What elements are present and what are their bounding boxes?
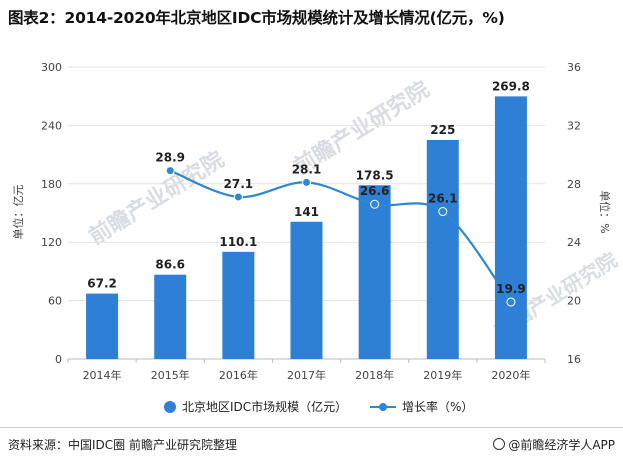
x-tick-label: 2016年 [219, 368, 258, 382]
y2-axis-title: 单位：% [598, 190, 612, 233]
growth-value-label: 28.1 [292, 162, 322, 176]
y2-tick-label: 20 [567, 295, 581, 308]
x-tick-label: 2018年 [355, 368, 394, 382]
x-tick-label: 2015年 [151, 368, 190, 382]
x-tick-label: 2014年 [83, 368, 122, 382]
brand-label: @前瞻经济学人APP [508, 438, 615, 452]
axes: 0 60 120 180 240 300 16 20 24 28 32 36 2014年 2015年 201… [41, 61, 581, 382]
bar [154, 274, 187, 359]
legend-line-marker [379, 403, 387, 411]
brand: @前瞻经济学人APP [493, 436, 615, 453]
y-tick-label: 240 [41, 119, 62, 132]
legend-bar-label: 北京地区IDC市场规模（亿元） [182, 399, 347, 414]
growth-point [438, 207, 448, 217]
growth-point [302, 177, 311, 187]
bar [86, 293, 119, 359]
y2-tick-label: 36 [567, 61, 581, 74]
x-tick-label: 2019年 [423, 368, 462, 382]
y-tick-label: 300 [41, 61, 62, 74]
y-tick-label: 120 [41, 236, 62, 249]
legend-line-label: 增长率（%） [402, 399, 473, 414]
bar [494, 96, 527, 360]
bar [222, 251, 255, 359]
x-tick-label: 2020年 [491, 368, 530, 382]
growth-value-label: 28.9 [155, 151, 185, 165]
data-labels: 67.2 86.6 110.1 141 178.5 225 269.8 28.9 27.1 28.… [87, 79, 530, 296]
growth-point [506, 297, 516, 307]
growth-value-label: 26.1 [428, 192, 458, 206]
bar-value-label: 67.2 [87, 277, 117, 291]
bar-value-label: 141 [294, 205, 319, 219]
bar-value-label: 178.5 [356, 168, 394, 182]
bar-value-label: 225 [430, 123, 455, 137]
bar [290, 221, 323, 359]
bar-value-label: 110.1 [219, 235, 257, 249]
bar-value-label: 269.8 [492, 79, 530, 93]
y2-tick-label: 32 [567, 119, 581, 132]
y-tick-label: 180 [41, 178, 62, 191]
growth-point [165, 166, 175, 176]
y-axis-title: 单位：亿元 [11, 185, 25, 240]
growth-value-label: 27.1 [224, 177, 254, 191]
growth-line [165, 166, 516, 307]
y2-tick-label: 28 [567, 178, 581, 191]
y-tick-label: 0 [55, 353, 62, 366]
legend: 北京地区IDC市场规模（亿元） 增长率（%） [164, 399, 473, 414]
growth-point [233, 192, 243, 202]
y-tick-label: 60 [48, 295, 62, 308]
source-note: 资料来源：中国IDC圈 前瞻产业研究院整理 [8, 438, 237, 452]
x-tick-label: 2017年 [287, 368, 326, 382]
bar [358, 185, 391, 359]
footer: 资料来源：中国IDC圈 前瞻产业研究院整理 @前瞻经济学人APP [0, 427, 623, 462]
bar [426, 140, 459, 359]
growth-value-label: 26.6 [360, 184, 390, 198]
growth-value-label: 19.9 [496, 282, 526, 296]
y2-tick-label: 24 [567, 236, 581, 249]
brand-logo-icon [493, 438, 506, 450]
bars [86, 96, 527, 360]
growth-point [370, 199, 380, 209]
bar-value-label: 86.6 [155, 258, 185, 272]
legend-bar-swatch [164, 401, 176, 413]
y2-tick-label: 16 [567, 353, 581, 366]
chart-title: 图表2：2014-2020年北京地区IDC市场规模统计及增长情况(亿元，%) [8, 9, 505, 27]
